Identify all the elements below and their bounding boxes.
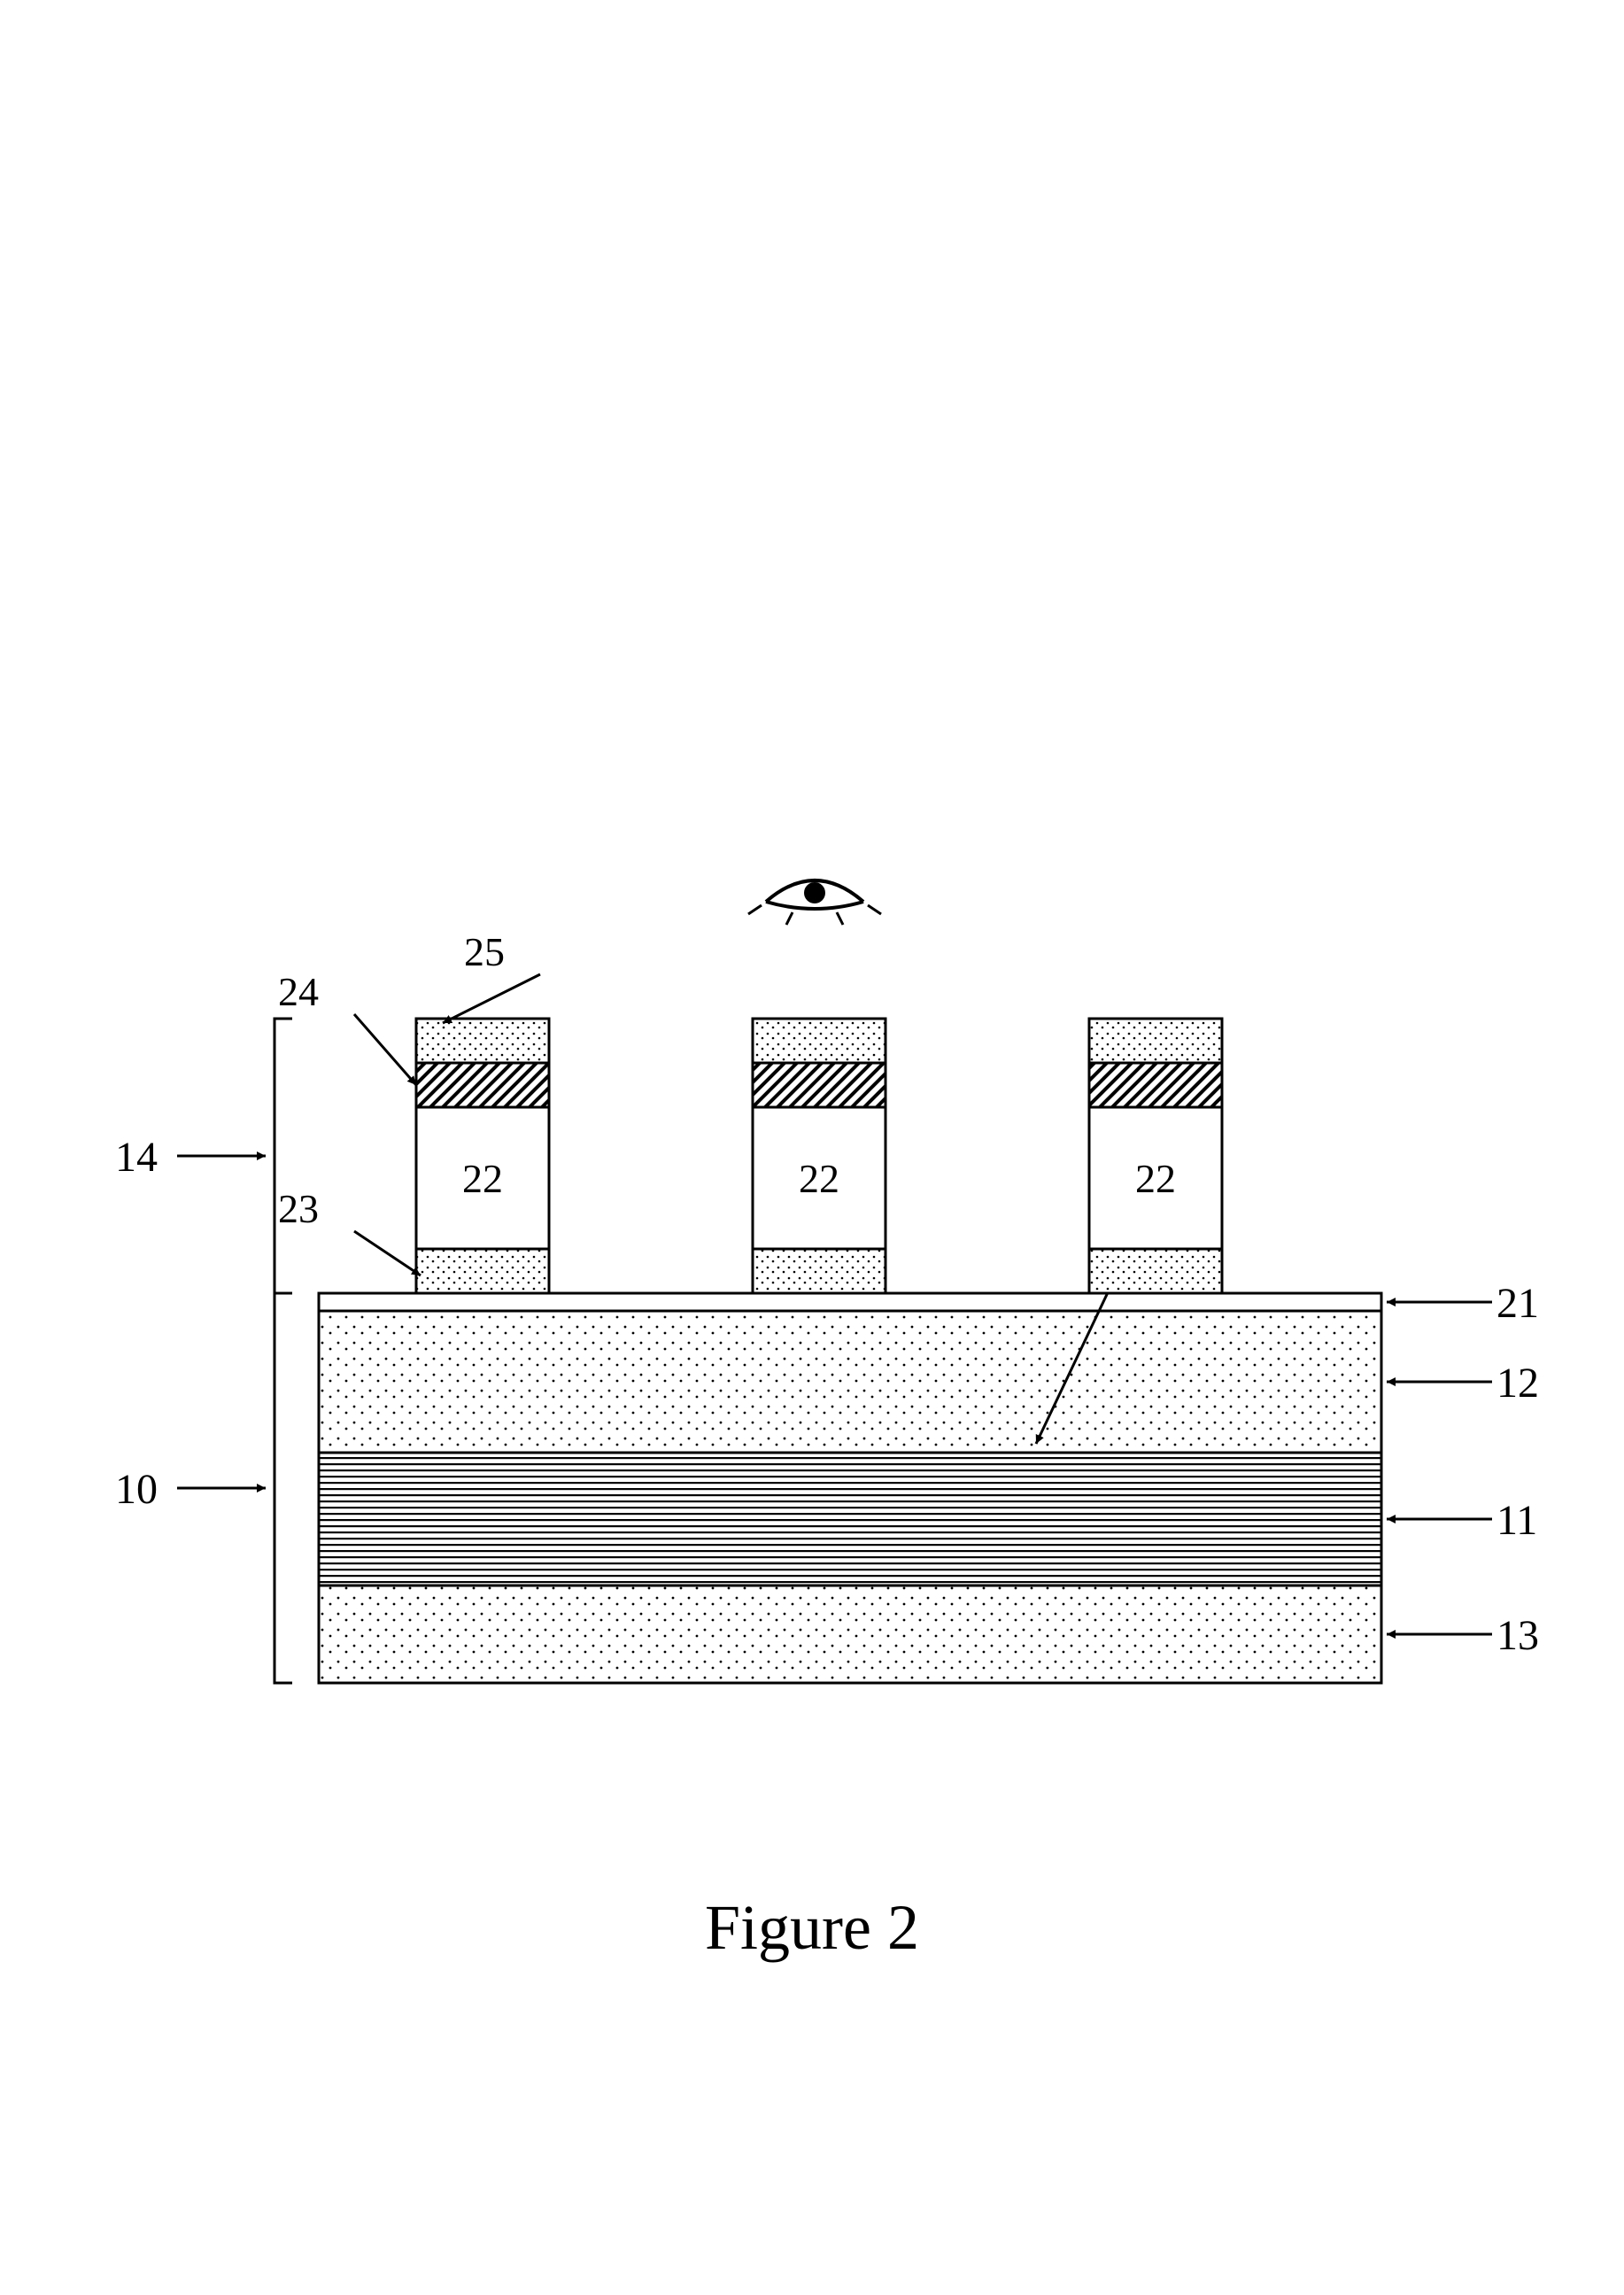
- eye-icon: [748, 880, 881, 925]
- pillar-24-col1: [753, 1063, 885, 1107]
- layer-21: [319, 1293, 1381, 1311]
- pillar-24-col0: [416, 1063, 549, 1107]
- pillar-23-col2: [1089, 1249, 1222, 1293]
- bracket-14: [275, 1019, 292, 1293]
- callout-label-25: 25: [464, 929, 505, 974]
- layer-12: [319, 1311, 1381, 1453]
- bracket-10: [275, 1293, 292, 1683]
- pillar-25-col2: [1089, 1019, 1222, 1063]
- bracket-label-14: 14: [115, 1134, 158, 1181]
- pillar-23-col0: [416, 1249, 549, 1293]
- figure-canvas: 211211a11132222221410252423Figure 2: [0, 0, 1624, 2295]
- pillar-22-label-col0: 22: [462, 1156, 503, 1201]
- layer-12-label: 12: [1496, 1360, 1539, 1407]
- pillar-24-col2: [1089, 1063, 1222, 1107]
- callout-line-25: [443, 974, 540, 1023]
- bracket-label-10: 10: [115, 1466, 158, 1513]
- pillar-25-col0: [416, 1019, 549, 1063]
- callout-label-24: 24: [278, 969, 319, 1014]
- layer-13-label: 13: [1496, 1612, 1539, 1659]
- layer-21-label: 21: [1496, 1280, 1539, 1327]
- pillar-22-label-col1: 22: [799, 1156, 839, 1201]
- callout-line-23: [354, 1231, 421, 1275]
- layer-11-label: 11: [1496, 1497, 1537, 1544]
- pillar-25-col1: [753, 1019, 885, 1063]
- pillar-22-label-col2: 22: [1135, 1156, 1176, 1201]
- callout-label-23: 23: [278, 1186, 319, 1231]
- layer-13: [319, 1586, 1381, 1683]
- callout-line-24: [354, 1014, 416, 1085]
- layer-11: [319, 1453, 1381, 1586]
- figure-caption: Figure 2: [705, 1892, 919, 1963]
- pillar-23-col1: [753, 1249, 885, 1293]
